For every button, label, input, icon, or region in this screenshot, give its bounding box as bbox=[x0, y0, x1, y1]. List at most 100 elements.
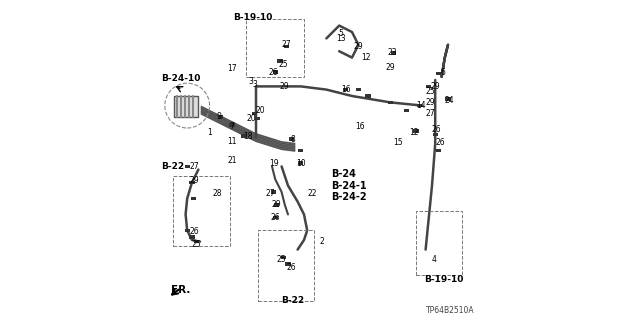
Text: TP64B2510A: TP64B2510A bbox=[426, 306, 474, 315]
Text: 26: 26 bbox=[432, 125, 442, 134]
Text: 25: 25 bbox=[192, 240, 202, 249]
Bar bbox=[388, 100, 393, 104]
Text: 26: 26 bbox=[286, 263, 296, 272]
Bar bbox=[280, 256, 285, 259]
Bar bbox=[417, 104, 422, 107]
Text: 21: 21 bbox=[227, 156, 237, 164]
Bar bbox=[436, 72, 441, 75]
Text: 26: 26 bbox=[270, 213, 280, 222]
Text: 18: 18 bbox=[243, 132, 253, 140]
Text: 29: 29 bbox=[385, 63, 396, 72]
Bar bbox=[241, 134, 246, 138]
Text: FR.: FR. bbox=[172, 284, 191, 295]
Text: 9: 9 bbox=[217, 112, 221, 121]
Text: 20: 20 bbox=[256, 106, 266, 115]
Text: B-22: B-22 bbox=[282, 296, 305, 305]
Bar bbox=[185, 228, 190, 232]
Text: 26: 26 bbox=[435, 138, 445, 147]
Bar bbox=[252, 112, 257, 115]
Bar bbox=[174, 96, 198, 117]
Text: 3: 3 bbox=[249, 77, 253, 86]
Text: 12: 12 bbox=[410, 128, 419, 137]
Text: 16: 16 bbox=[355, 122, 365, 131]
Text: 27: 27 bbox=[189, 162, 200, 171]
Text: B-24-10: B-24-10 bbox=[161, 74, 201, 83]
Text: 3: 3 bbox=[252, 80, 257, 89]
Bar bbox=[191, 196, 196, 200]
Text: 5: 5 bbox=[339, 29, 343, 38]
Text: 6: 6 bbox=[441, 68, 445, 76]
Text: 25: 25 bbox=[426, 87, 435, 96]
Text: B-22: B-22 bbox=[161, 162, 184, 171]
Text: 28: 28 bbox=[212, 189, 221, 198]
Text: B-24-1: B-24-1 bbox=[332, 180, 367, 191]
Text: 29: 29 bbox=[430, 82, 440, 91]
Text: 24: 24 bbox=[445, 96, 454, 105]
Bar bbox=[273, 216, 278, 219]
Text: 19: 19 bbox=[269, 159, 278, 168]
Bar bbox=[278, 59, 283, 62]
Text: 27: 27 bbox=[266, 189, 275, 198]
Text: 15: 15 bbox=[394, 138, 403, 147]
Bar bbox=[230, 123, 235, 126]
Text: 1: 1 bbox=[207, 128, 212, 137]
Bar bbox=[285, 262, 291, 266]
Text: 29: 29 bbox=[353, 42, 364, 51]
Bar bbox=[258, 230, 314, 301]
Text: 29: 29 bbox=[280, 82, 290, 91]
Bar bbox=[173, 176, 230, 246]
Text: 10: 10 bbox=[296, 159, 306, 168]
Text: 16: 16 bbox=[340, 85, 351, 94]
Text: 27: 27 bbox=[426, 109, 435, 118]
Bar bbox=[255, 116, 260, 120]
Bar bbox=[356, 88, 361, 91]
Bar bbox=[298, 161, 303, 165]
Bar bbox=[275, 203, 280, 206]
Text: 12: 12 bbox=[362, 53, 371, 62]
Text: 26: 26 bbox=[189, 228, 200, 236]
Bar bbox=[391, 51, 396, 54]
Bar bbox=[273, 70, 278, 74]
Bar bbox=[195, 240, 200, 243]
Text: 25: 25 bbox=[278, 60, 288, 68]
Text: B-19-10: B-19-10 bbox=[424, 276, 463, 284]
Text: 29: 29 bbox=[189, 176, 200, 185]
Text: 23: 23 bbox=[387, 48, 397, 57]
Text: 20: 20 bbox=[246, 114, 256, 123]
Text: 11: 11 bbox=[227, 137, 237, 146]
Bar bbox=[189, 180, 195, 184]
Bar bbox=[185, 164, 190, 168]
Bar bbox=[365, 94, 371, 98]
Bar bbox=[426, 84, 431, 88]
Text: 14: 14 bbox=[416, 101, 426, 110]
Text: 27: 27 bbox=[282, 40, 291, 49]
Text: B-24: B-24 bbox=[332, 169, 356, 180]
Text: 25: 25 bbox=[276, 255, 287, 264]
Bar bbox=[413, 129, 419, 133]
Bar bbox=[433, 132, 438, 136]
Text: 26: 26 bbox=[269, 68, 278, 76]
Text: 8: 8 bbox=[291, 135, 295, 144]
Bar bbox=[271, 190, 276, 194]
Text: B-24-2: B-24-2 bbox=[332, 192, 367, 202]
Bar bbox=[289, 137, 294, 141]
Bar bbox=[189, 235, 195, 238]
Bar bbox=[218, 115, 223, 118]
Text: 29: 29 bbox=[272, 200, 282, 209]
Text: 29: 29 bbox=[426, 98, 435, 107]
Bar bbox=[416, 211, 462, 275]
Text: 4: 4 bbox=[431, 255, 436, 264]
Text: 22: 22 bbox=[307, 189, 317, 198]
Bar bbox=[284, 44, 289, 48]
Bar bbox=[246, 19, 304, 77]
Text: B-19-10: B-19-10 bbox=[234, 13, 273, 22]
Bar bbox=[343, 88, 348, 91]
Text: 13: 13 bbox=[336, 34, 346, 43]
Bar bbox=[298, 148, 303, 152]
Text: 17: 17 bbox=[227, 64, 237, 73]
Bar bbox=[404, 108, 409, 112]
Bar bbox=[445, 97, 451, 101]
Text: 2: 2 bbox=[319, 237, 324, 246]
Bar bbox=[436, 148, 441, 152]
Text: 7: 7 bbox=[230, 122, 234, 131]
